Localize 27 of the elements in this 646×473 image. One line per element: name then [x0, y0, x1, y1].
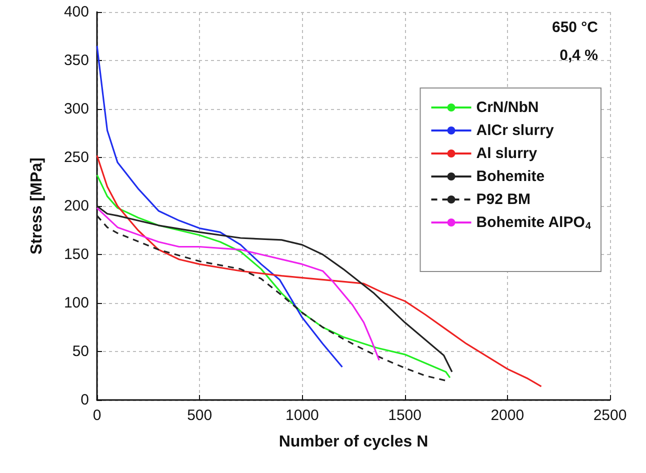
annotation: 650 °C [552, 19, 598, 36]
y-tick-label: 350 [64, 52, 89, 69]
x-tick-label: 2000 [490, 407, 524, 424]
y-axis-title: Stress [MPa] [28, 158, 46, 254]
x-tick-label: 0 [92, 407, 102, 424]
x-tick-label: 1500 [388, 407, 422, 424]
y-tick-label: 400 [64, 4, 89, 20]
y-tick-label: 100 [64, 294, 89, 312]
x-tick-label: 1000 [286, 407, 319, 424]
annotation: 0,4 % [560, 47, 598, 64]
y-tick-label: 0 [80, 392, 89, 408]
legend-label: Bohemite [476, 168, 545, 185]
y-tick-label: 300 [64, 100, 89, 118]
legend-label: P92 BM [476, 191, 530, 208]
line-series [96, 174, 451, 378]
legend-label: Al slurry [476, 145, 538, 162]
x-tick-label: 2500 [593, 407, 627, 424]
line-series [96, 45, 344, 368]
legend-label: CrN/NbN [476, 99, 539, 116]
legend-label: AlCr slurry [476, 122, 554, 139]
x-axis-title: Number of cycles N [278, 434, 428, 450]
line-series [96, 207, 380, 362]
y-tick-label: 200 [64, 198, 89, 214]
x-tick-label: 500 [187, 407, 212, 424]
y-tick-label: 150 [64, 246, 89, 263]
y-tick-label: 50 [72, 343, 89, 360]
y-tick-label: 250 [64, 149, 89, 166]
